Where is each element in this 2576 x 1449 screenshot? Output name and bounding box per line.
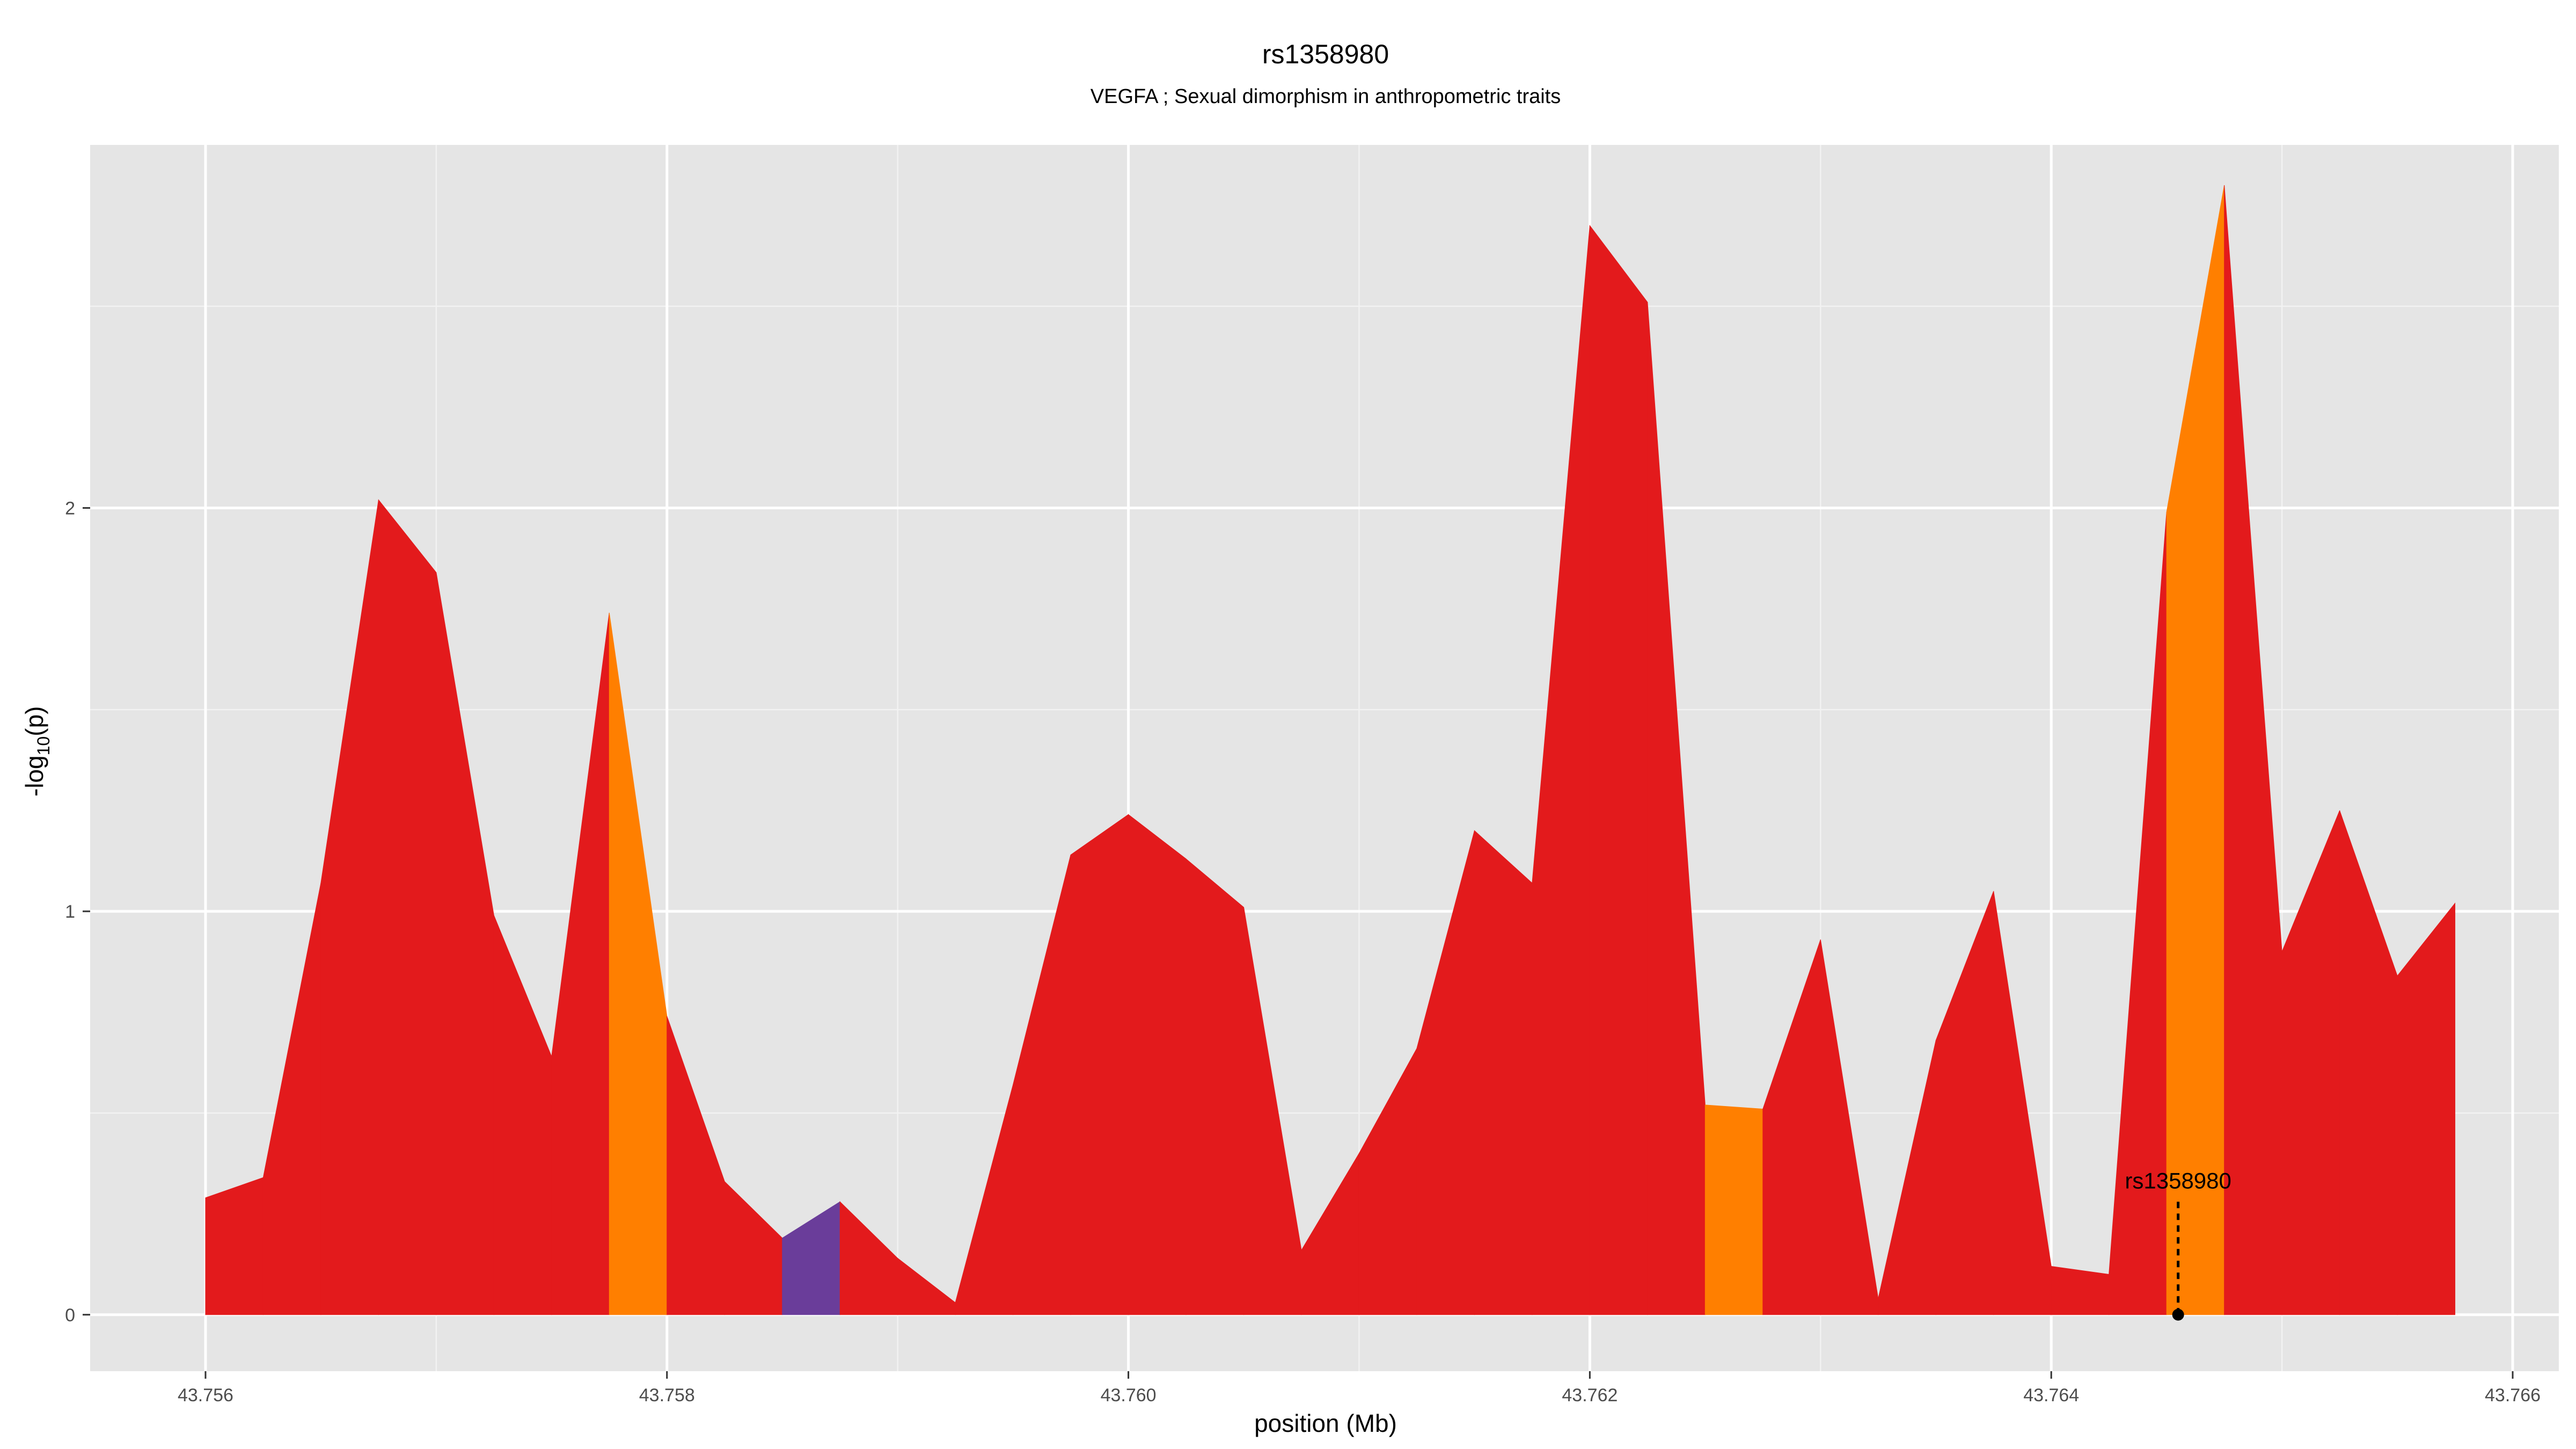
x-tick-label: 43.764 bbox=[2023, 1385, 2079, 1406]
x-tick-label: 43.760 bbox=[1101, 1385, 1157, 1406]
area-segment bbox=[2397, 902, 2456, 1315]
area-segment bbox=[1070, 814, 1129, 1315]
area-segment bbox=[1704, 1104, 1763, 1315]
area-segments bbox=[205, 185, 2456, 1315]
y-axis-title: -log10(p) bbox=[20, 706, 53, 797]
y-tick-label: 1 bbox=[65, 902, 75, 922]
y-axis: 0 1 2 bbox=[65, 498, 90, 1326]
x-tick-label: 43.758 bbox=[639, 1385, 695, 1406]
area-segment bbox=[1185, 858, 1245, 1315]
y-axis-title-subscript: 10 bbox=[34, 736, 53, 756]
area-segment bbox=[1128, 814, 1187, 1315]
area-segment bbox=[205, 1177, 264, 1315]
area-segment bbox=[378, 499, 437, 1315]
area-segment bbox=[2051, 1265, 2110, 1315]
y-axis-title-end: (p) bbox=[20, 706, 48, 736]
snp-annotation: rs1358980 bbox=[2125, 1168, 2231, 1321]
y-axis-title-main: -log bbox=[20, 756, 48, 797]
x-axis-title: position (Mb) bbox=[1254, 1409, 1397, 1437]
area-segment bbox=[1474, 830, 1533, 1315]
y-tick-label: 0 bbox=[65, 1305, 75, 1326]
y-tick-label: 2 bbox=[65, 498, 75, 518]
x-tick-label: 43.762 bbox=[1562, 1385, 1618, 1406]
chart-title: rs1358980 bbox=[1262, 39, 1389, 69]
annotation-point bbox=[2172, 1308, 2184, 1321]
x-tick-label: 43.766 bbox=[2485, 1385, 2541, 1406]
x-tick-label: 43.756 bbox=[178, 1385, 233, 1406]
annotation-label: rs1358980 bbox=[2125, 1168, 2231, 1193]
x-axis: 43.756 43.758 43.760 43.762 43.764 43.766 bbox=[178, 1371, 2541, 1406]
area-segment bbox=[1589, 224, 1648, 1315]
chart-subtitle: VEGFA ; Sexual dimorphism in anthropomet… bbox=[1091, 85, 1561, 108]
